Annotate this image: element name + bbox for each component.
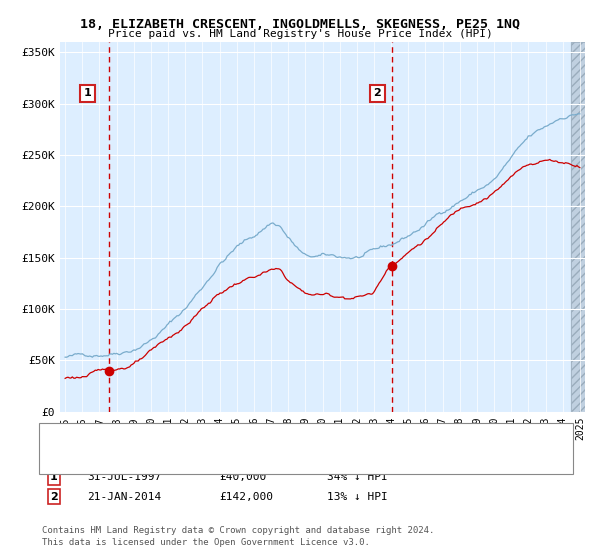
Text: 34% ↓ HPI: 34% ↓ HPI (327, 472, 388, 482)
Text: 21-JAN-2014: 21-JAN-2014 (87, 492, 161, 502)
Bar (571, 42, 585, 412)
Text: £40,000: £40,000 (219, 472, 266, 482)
Text: Contains HM Land Registry data © Crown copyright and database right 2024.: Contains HM Land Registry data © Crown c… (42, 526, 434, 535)
Bar (571, 42, 585, 412)
Text: 2: 2 (374, 88, 381, 99)
Text: 2: 2 (50, 492, 58, 502)
Text: 13% ↓ HPI: 13% ↓ HPI (327, 492, 388, 502)
Text: HPI: Average price, detached house, East Lindsey: HPI: Average price, detached house, East… (84, 442, 366, 452)
Text: 1: 1 (50, 472, 58, 482)
Text: Price paid vs. HM Land Registry's House Price Index (HPI): Price paid vs. HM Land Registry's House … (107, 29, 493, 39)
Text: 31-JUL-1997: 31-JUL-1997 (87, 472, 161, 482)
Text: 18, ELIZABETH CRESCENT, INGOLDMELLS, SKEGNESS, PE25 1NQ (detached house): 18, ELIZABETH CRESCENT, INGOLDMELLS, SKE… (84, 427, 507, 437)
Text: 18, ELIZABETH CRESCENT, INGOLDMELLS, SKEGNESS, PE25 1NQ: 18, ELIZABETH CRESCENT, INGOLDMELLS, SKE… (80, 18, 520, 31)
Text: 1: 1 (83, 88, 91, 99)
Text: This data is licensed under the Open Government Licence v3.0.: This data is licensed under the Open Gov… (42, 538, 370, 547)
Text: £142,000: £142,000 (219, 492, 273, 502)
